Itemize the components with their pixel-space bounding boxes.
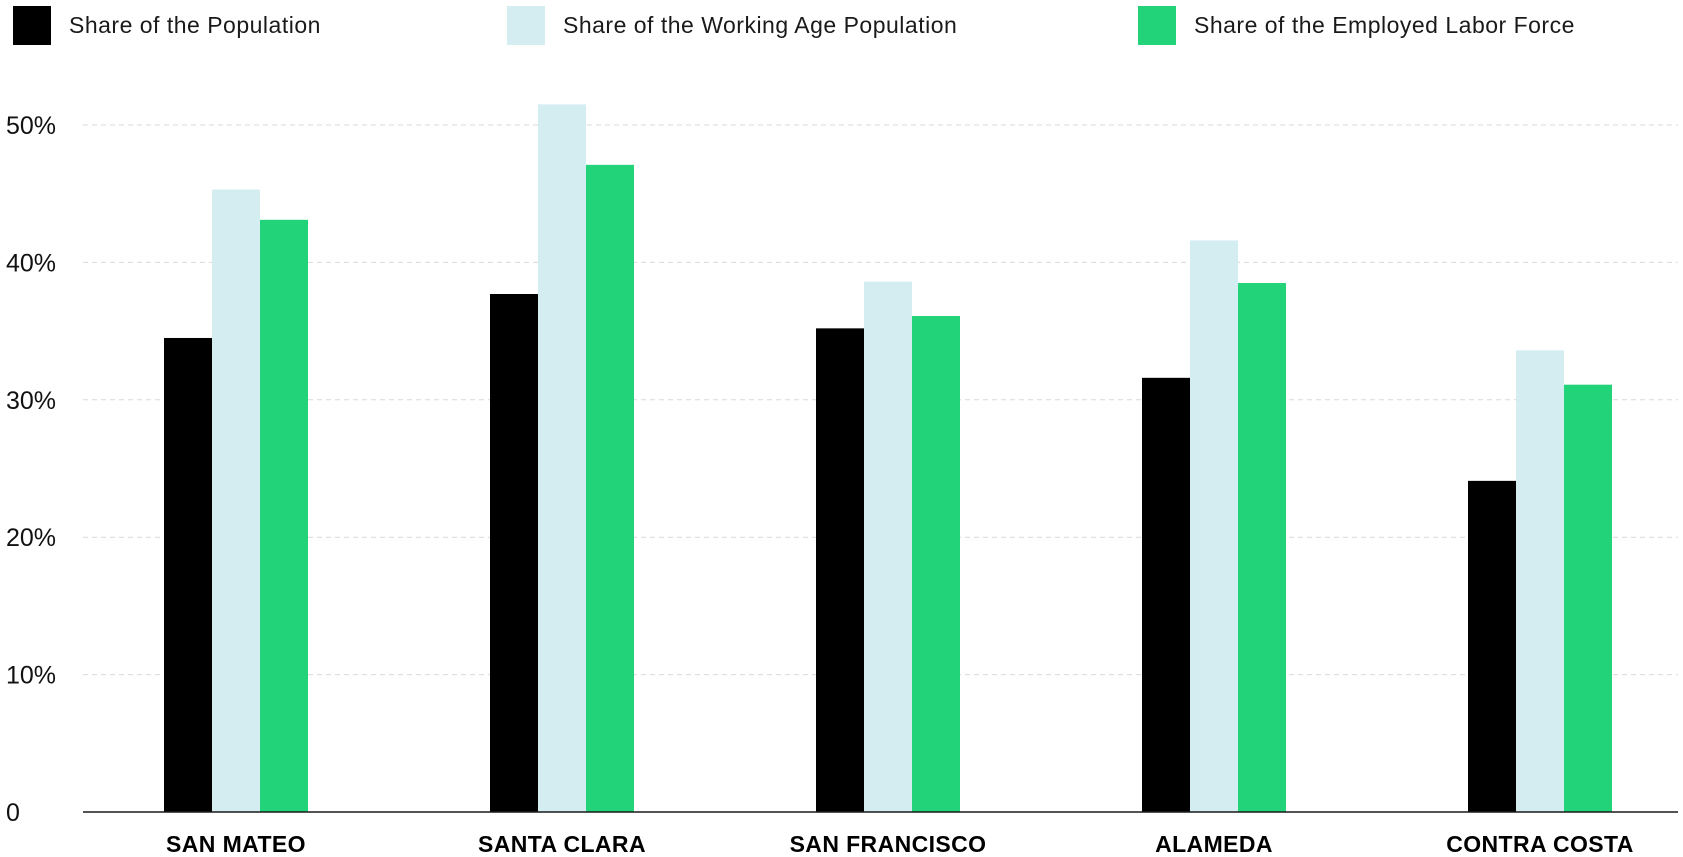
legend-swatch-share-of-the-employed-labor-force bbox=[1138, 6, 1176, 45]
legend-label-share-of-the-working-age-population: Share of the Working Age Population bbox=[563, 12, 957, 38]
legend-label-share-of-the-employed-labor-force: Share of the Employed Labor Force bbox=[1194, 12, 1575, 38]
y-tick-label-30: 30% bbox=[6, 387, 56, 415]
bar-alameda-series-2 bbox=[1190, 240, 1238, 812]
bar-contra-costa-series-1 bbox=[1468, 480, 1516, 812]
bar-san-mateo-series-3 bbox=[260, 219, 308, 812]
x-tick-label-san-mateo: SAN MATEO bbox=[166, 831, 306, 857]
bar-san-francisco-series-1 bbox=[816, 328, 864, 812]
bar-contra-costa-series-3 bbox=[1564, 384, 1612, 812]
y-tick-label-50: 50% bbox=[6, 112, 56, 140]
bar-san-mateo-series-2 bbox=[212, 189, 260, 812]
bar-alameda-series-3 bbox=[1238, 283, 1286, 812]
x-axis: SAN MATEO SANTA CLARA SAN FRANCISCO ALAMEDA… bbox=[83, 811, 1678, 857]
bar-santa-clara-series-2 bbox=[538, 104, 586, 812]
legend: Share of the Population Share of the Work… bbox=[13, 6, 1575, 45]
legend-swatch-share-of-the-population bbox=[13, 6, 51, 45]
bar-santa-clara-series-3 bbox=[586, 164, 634, 812]
legend-swatch-share-of-the-working-age-population bbox=[507, 6, 545, 45]
x-tick-label-santa-clara: SANTA CLARA bbox=[478, 831, 646, 857]
x-tick-label-contra-costa: CONTRA COSTA bbox=[1446, 831, 1634, 857]
bars bbox=[164, 104, 1612, 812]
grid bbox=[83, 124, 1678, 676]
y-tick-label-20: 20% bbox=[6, 524, 56, 552]
bar-santa-clara-series-1 bbox=[490, 294, 538, 812]
y-axis: 0 10% 20% 30% 40% 50% bbox=[6, 112, 56, 827]
y-tick-label-0: 0 bbox=[6, 799, 20, 827]
bar-san-francisco-series-3 bbox=[912, 315, 960, 812]
bar-alameda-series-1 bbox=[1142, 377, 1190, 812]
legend-label-share-of-the-population: Share of the Population bbox=[69, 12, 321, 38]
bar-san-francisco-series-2 bbox=[864, 281, 912, 812]
x-tick-label-alameda: ALAMEDA bbox=[1155, 831, 1273, 857]
y-tick-label-40: 40% bbox=[6, 249, 56, 277]
bar-contra-costa-series-2 bbox=[1516, 350, 1564, 812]
y-tick-label-10: 10% bbox=[6, 662, 56, 690]
x-tick-label-san-francisco: SAN FRANCISCO bbox=[790, 831, 987, 857]
bar-san-mateo-series-1 bbox=[164, 337, 212, 812]
